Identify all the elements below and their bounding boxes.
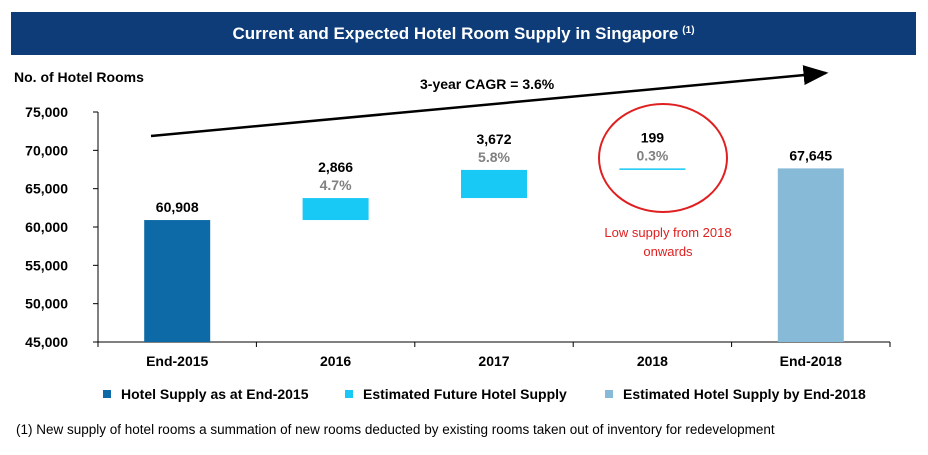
bar-2017 (461, 169, 527, 199)
x-tick-label: End-2018 (780, 353, 842, 369)
y-tick-label: 55,000 (25, 257, 68, 273)
cagr-trend-arrow (150, 65, 829, 138)
chart-title-bar: Current and Expected Hotel Room Supply i… (11, 12, 916, 55)
bar-pct-label: 5.8% (478, 149, 510, 165)
bar-pct-label: 4.7% (320, 177, 352, 193)
y-tick-label: 70,000 (25, 142, 68, 158)
y-tick-label: 65,000 (25, 181, 68, 197)
footnote: (1) New supply of hotel rooms a summatio… (16, 422, 775, 437)
y-tick-label: 45,000 (25, 334, 68, 350)
chart-legend: Hotel Supply as at End-2015 Estimated Fu… (0, 386, 928, 406)
low-supply-highlight-circle (598, 103, 728, 213)
bar-value-label: 199 (641, 129, 665, 145)
x-tick-label: 2017 (478, 353, 509, 369)
y-tick-label: 50,000 (25, 296, 68, 312)
legend-label: Hotel Supply as at End-2015 (121, 386, 309, 402)
x-tick-label: 2016 (320, 353, 351, 369)
legend-swatch (605, 390, 613, 398)
bar-value-label: 3,672 (476, 131, 511, 147)
bar-end-2015 (144, 220, 211, 342)
legend-item-future-supply: Estimated Future Hotel Supply (345, 386, 567, 402)
low-supply-annotation-line-1: Low supply from 2018 (604, 225, 731, 240)
bar-pct-label: 0.3% (636, 147, 668, 163)
x-tick-label: End-2015 (146, 353, 208, 369)
cagr-annotation: 3-year CAGR = 3.6% (420, 76, 555, 92)
legend-item-end-2015-supply: Hotel Supply as at End-2015 (103, 386, 309, 402)
legend-label: Estimated Future Hotel Supply (363, 386, 567, 402)
y-tick-label: 60,000 (25, 219, 68, 235)
bar-end-2018 (777, 168, 844, 342)
chart-title-note: (1) (682, 25, 695, 36)
x-tick-label: 2018 (637, 353, 668, 369)
bar-2018 (619, 168, 686, 170)
bar-2016 (302, 198, 369, 221)
legend-swatch (345, 390, 353, 398)
y-tick-label: 75,000 (25, 104, 68, 120)
bar-value-label: 2,866 (318, 159, 353, 175)
chart-title: Current and Expected Hotel Room Supply i… (232, 23, 679, 43)
bar-value-label: 67,645 (789, 147, 832, 163)
bar-value-label: 60,908 (156, 199, 199, 215)
y-axis-label: No. of Hotel Rooms (14, 69, 144, 85)
waterfall-chart: 45,000 50,000 55,000 60,000 65,000 70,000 75,0… (25, 65, 891, 369)
legend-swatch (103, 390, 111, 398)
legend-item-end-2018-supply: Estimated Hotel Supply by End-2018 (605, 386, 866, 402)
low-supply-annotation-line-2: onwards (643, 244, 693, 259)
legend-label: Estimated Hotel Supply by End-2018 (623, 386, 866, 402)
